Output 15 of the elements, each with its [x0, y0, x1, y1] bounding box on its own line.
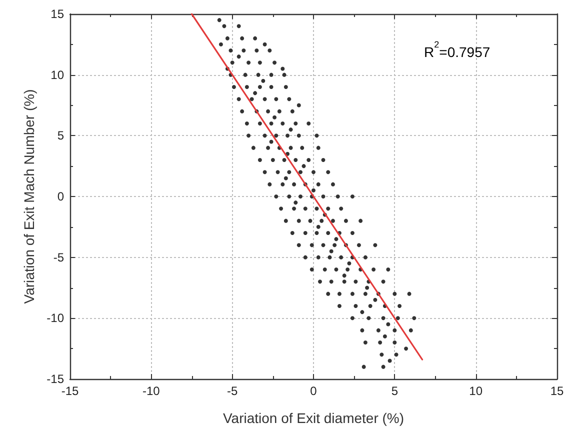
y-tick-label: 15: [50, 7, 64, 21]
x-tick-label: 15: [550, 384, 564, 398]
y-tick-label: -10: [46, 311, 64, 326]
y-tick-label: 5: [57, 128, 64, 143]
y-tick-label: 10: [50, 68, 64, 82]
y-tick-label: -15: [46, 372, 64, 386]
x-tick-label: 10: [469, 384, 483, 398]
y-axis-title: Variation of Exit Mach Number (%): [20, 89, 37, 304]
x-tick-label: 0: [310, 384, 318, 398]
x-tick-label: -10: [142, 384, 160, 398]
y-tick-label: 0: [57, 190, 64, 204]
x-tick-label: -5: [226, 384, 238, 398]
x-axis-title: Variation of Exit diameter (%): [222, 410, 404, 426]
y-tick-label: -5: [53, 250, 64, 264]
x-tick-label: 5: [391, 384, 398, 398]
